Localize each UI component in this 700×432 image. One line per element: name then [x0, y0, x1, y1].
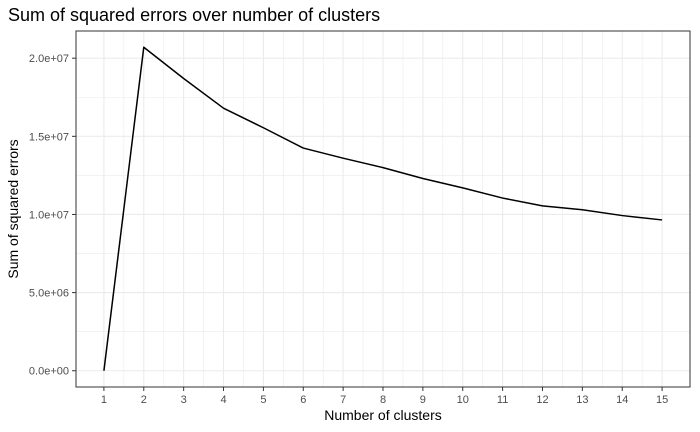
x-tick-label: 13: [576, 394, 588, 406]
x-tick-label: 4: [220, 394, 226, 406]
x-tick-label: 3: [181, 394, 187, 406]
grid-major: [76, 31, 690, 387]
x-tick-label: 8: [380, 394, 386, 406]
x-tick-label: 14: [616, 394, 628, 406]
y-tick-label: 2.0e+07: [29, 53, 69, 65]
x-tick-label: 7: [340, 394, 346, 406]
x-tick-label: 10: [457, 394, 469, 406]
x-tick-label: 2: [141, 394, 147, 406]
y-tick-label: 5.0e+06: [29, 288, 69, 300]
y-axis-ticks: 0.0e+00 5.0e+06 1.0e+07 1.5e+07 2.0e+07: [29, 53, 76, 378]
chart-title: Sum of squared errors over number of clu…: [8, 5, 380, 25]
x-tick-label: 6: [300, 394, 306, 406]
x-tick-label: 11: [497, 394, 508, 406]
series-line: [103, 46, 663, 371]
x-tick-label: 9: [420, 394, 426, 406]
x-axis-label: Number of clusters: [324, 407, 441, 423]
y-tick-label: 0.0e+00: [29, 366, 69, 378]
y-tick-label: 1.0e+07: [29, 209, 69, 221]
x-tick-label: 5: [260, 394, 266, 406]
y-axis-label: Sum of squared errors: [5, 139, 21, 278]
x-tick-label: 12: [536, 394, 548, 406]
x-tick-label: 1: [101, 394, 107, 406]
x-tick-label: 15: [656, 394, 668, 406]
series-layer: [103, 46, 663, 371]
y-tick-label: 1.5e+07: [29, 131, 69, 143]
x-axis-ticks: 1 2 3 4 5 6 7 8 9 10 11 12 13 14 15: [101, 387, 668, 406]
